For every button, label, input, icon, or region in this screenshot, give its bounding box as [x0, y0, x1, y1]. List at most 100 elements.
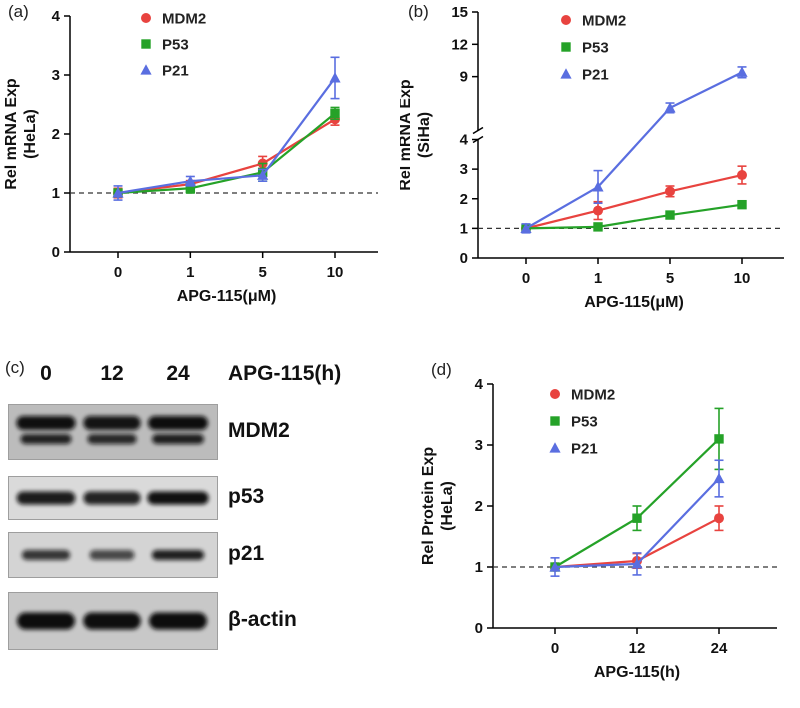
y-axis-label: Rel Protein Exp (HeLa)	[420, 447, 456, 565]
square-marker	[185, 183, 196, 193]
svg-text:1: 1	[594, 270, 602, 287]
panel-b: (b) 0 1 2 3 4 9 12 15 0 1 5 10 APG-115(μM) Rel mRNA E…	[400, 0, 800, 340]
mrna-hela-chart: 0 1 2 3 4 0 1 5 10 APG-115(μM) Rel mRNA Exp (HeLa) M…	[3, 8, 378, 305]
triangle-marker	[736, 66, 748, 77]
circle-marker	[593, 205, 603, 216]
svg-text:(HeLa): (HeLa)	[439, 481, 456, 531]
svg-text:3: 3	[475, 437, 483, 454]
protein-band	[21, 550, 71, 560]
circle-marker	[714, 513, 724, 524]
legend: MDM2 P53 P21	[140, 11, 206, 80]
legend-label-P53: P53	[571, 414, 598, 431]
protein-band	[83, 491, 141, 505]
series-P53	[113, 106, 340, 198]
blot-row-label-β-actin: β-actin	[228, 608, 297, 631]
svg-text:10: 10	[734, 270, 751, 287]
blot-strip-p53	[8, 476, 218, 520]
legend-label-MDM2: MDM2	[582, 13, 626, 30]
x-axis-label: APG-115(h)	[594, 664, 680, 681]
svg-text:12: 12	[629, 640, 646, 657]
svg-text:2: 2	[460, 191, 468, 208]
panel-a: (a) 0 1 2 3 4 0 1 5 10 APG-115(μM) Rel mRNA Exp (He…	[0, 0, 398, 340]
svg-text:0: 0	[522, 270, 530, 287]
protein-band	[87, 434, 137, 444]
axis-break-mark	[472, 126, 484, 135]
svg-text:5: 5	[258, 264, 266, 281]
legend: MDM2 P53 P21	[549, 387, 615, 458]
blot-strip-MDM2	[8, 404, 218, 460]
svg-text:3: 3	[52, 67, 60, 84]
square-marker	[593, 222, 603, 232]
triangle-marker	[549, 561, 561, 572]
triangle-marker	[184, 175, 196, 186]
square-marker	[330, 108, 340, 119]
protein-band	[17, 612, 75, 630]
panel-c-label: (c)	[5, 358, 25, 377]
panel-d: (d) 0 1 2 3 4 0 12 24 APG-115(h) Rel Protein Exp(…	[405, 352, 800, 708]
circle-marker	[561, 15, 571, 25]
legend-label-P21: P21	[162, 63, 189, 80]
svg-text:0: 0	[52, 244, 60, 261]
svg-text:1: 1	[186, 264, 194, 281]
svg-text:10: 10	[327, 264, 344, 281]
legend-label-P21: P21	[571, 441, 598, 458]
blot-strip-β-actin	[8, 592, 218, 650]
square-marker	[561, 42, 571, 52]
square-marker	[665, 210, 675, 220]
triangle-marker	[329, 72, 341, 83]
svg-text:15: 15	[451, 4, 468, 21]
protein-band	[147, 491, 209, 505]
panel-d-label: (d)	[431, 360, 452, 379]
triangle-marker	[713, 472, 725, 484]
square-marker	[632, 513, 642, 523]
triangle-marker	[140, 64, 152, 75]
circle-marker	[665, 186, 675, 197]
svg-text:2: 2	[52, 126, 60, 143]
y-axis-label: Rel mRNA Exp(SiHa)	[400, 79, 433, 191]
lane-label-0: 0	[40, 362, 52, 385]
legend: MDM2 P53 P21	[560, 13, 626, 84]
svg-text:1: 1	[460, 220, 468, 237]
triangle-marker	[664, 102, 676, 113]
protein-band	[152, 434, 204, 444]
svg-text:0: 0	[114, 264, 122, 281]
series-P21	[520, 66, 748, 234]
triangle-marker	[592, 181, 604, 192]
y-axis-label: Rel mRNA Exp (HeLa)	[3, 78, 39, 190]
lane-label-24: 24	[166, 362, 190, 385]
svg-text:9: 9	[460, 69, 468, 86]
svg-text:4: 4	[475, 376, 484, 393]
lane-label-12: 12	[100, 362, 124, 385]
svg-text:Rel mRNA Exp: Rel mRNA Exp	[400, 79, 414, 191]
svg-text:1: 1	[475, 559, 483, 576]
blot-row-label-p53: p53	[228, 485, 265, 508]
triangle-marker	[257, 169, 269, 180]
series-P21	[549, 459, 725, 577]
panel-a-label: (a)	[8, 2, 29, 21]
protein-band	[83, 416, 141, 430]
series-MDM2	[113, 112, 340, 199]
blot-row-label-MDM2: MDM2	[228, 419, 290, 442]
legend-label-MDM2: MDM2	[571, 387, 615, 404]
protein-band	[148, 416, 208, 430]
panel-b-label: (b)	[408, 2, 429, 21]
blot-row-label-p21: p21	[228, 542, 265, 565]
protein-band	[20, 434, 72, 444]
protein-band	[89, 550, 135, 560]
triangle-marker	[560, 68, 572, 79]
legend-label-P53: P53	[582, 40, 609, 57]
svg-text:2: 2	[475, 498, 483, 515]
triangle-marker	[112, 187, 124, 198]
series-MDM2	[521, 165, 747, 234]
x-axis-label: APG-115(μM)	[177, 288, 277, 305]
square-marker	[714, 434, 724, 444]
svg-text:Rel Protein Exp: Rel Protein Exp	[420, 447, 437, 565]
svg-text:(SiHa): (SiHa)	[416, 112, 433, 158]
protein-band	[149, 612, 207, 630]
triangle-marker	[549, 442, 561, 453]
